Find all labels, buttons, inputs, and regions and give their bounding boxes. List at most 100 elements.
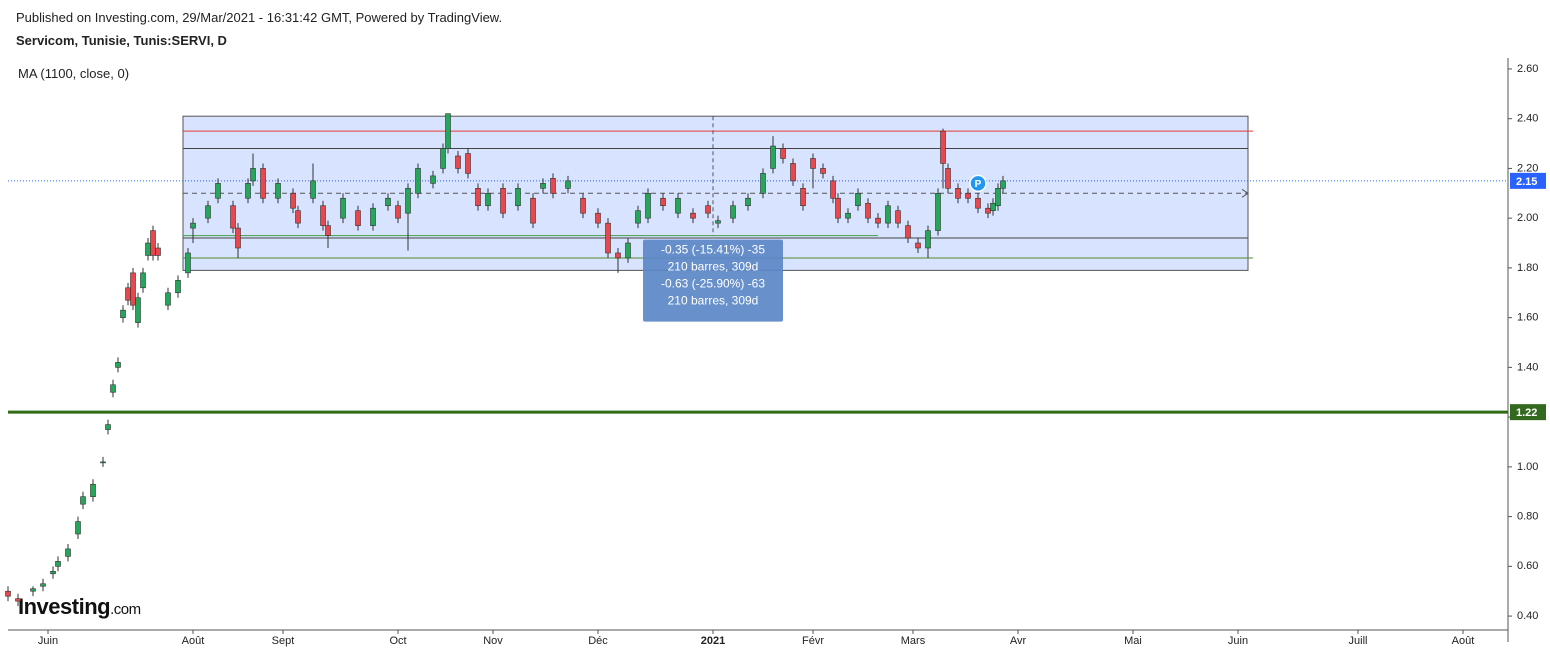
candle-body xyxy=(90,483,96,497)
y-tick-label: 1.60 xyxy=(1517,312,1538,324)
candle-body xyxy=(40,583,46,587)
candle-body xyxy=(430,175,436,184)
candle-body xyxy=(985,207,991,214)
candle-body xyxy=(615,252,621,259)
indicator: MA (1100, close, 0) xyxy=(18,66,130,81)
x-tick-label: Août xyxy=(182,635,205,647)
candle-body xyxy=(125,287,131,301)
candle-body xyxy=(310,180,316,199)
candle-body xyxy=(565,180,571,189)
price-label-bg xyxy=(1510,404,1546,421)
candle-body xyxy=(865,202,871,219)
candle-body xyxy=(550,178,556,194)
candle-body xyxy=(75,521,81,535)
candle-body xyxy=(135,297,141,323)
x-tick-label: Nov xyxy=(483,635,503,647)
candle-body xyxy=(65,548,71,557)
candle-body xyxy=(130,272,136,306)
candle-body xyxy=(250,168,256,182)
candle-body xyxy=(780,148,786,159)
candle-body xyxy=(635,210,641,224)
candle-body xyxy=(790,163,796,182)
candle-body xyxy=(715,220,721,224)
candle-body xyxy=(55,561,61,567)
candle-body xyxy=(955,188,961,199)
candle-body xyxy=(415,168,421,194)
candle-body xyxy=(530,197,536,224)
logo: Investing.com xyxy=(18,594,141,620)
price-label: 1.22 xyxy=(1516,407,1537,419)
candle-body xyxy=(230,205,236,229)
candle-body xyxy=(885,205,891,224)
candle-body xyxy=(745,197,751,207)
candle-body xyxy=(275,183,281,199)
x-tick-label: Mars xyxy=(901,635,926,647)
candle-body xyxy=(690,212,696,219)
candle-body xyxy=(260,168,266,199)
candle-body xyxy=(215,183,221,199)
y-tick-label: 1.20 xyxy=(1517,411,1538,423)
candle-body xyxy=(325,225,331,236)
candle-body xyxy=(945,168,951,189)
marker xyxy=(969,174,987,193)
candle-body xyxy=(110,384,116,393)
x-tick-label: Févr xyxy=(802,635,824,647)
candle-body xyxy=(100,461,106,464)
candle-body xyxy=(895,210,901,224)
candle-body xyxy=(675,197,681,214)
candle-body xyxy=(165,292,171,306)
candle-body xyxy=(150,230,156,256)
candle-body xyxy=(940,130,946,164)
y-tick-label: 2.00 xyxy=(1517,212,1538,224)
measure-box xyxy=(643,239,783,322)
candle-body xyxy=(205,205,211,219)
candle-body xyxy=(935,192,941,231)
range-box xyxy=(182,115,1249,271)
measure-text: 210 barres, 309d xyxy=(668,294,759,308)
candle-body xyxy=(370,207,376,226)
candle-body xyxy=(990,202,996,211)
candle-body xyxy=(395,205,401,219)
x-tick-label: Juin xyxy=(1228,635,1248,647)
candle-body xyxy=(290,192,296,209)
candle-body xyxy=(810,158,816,169)
candle-body xyxy=(465,153,471,174)
candle-body xyxy=(175,280,181,294)
x-tick-label: Juill xyxy=(1349,635,1368,647)
candle-body xyxy=(605,222,611,254)
candle-body xyxy=(995,188,1001,207)
y-tick-label: 1.40 xyxy=(1517,361,1538,373)
candle-body xyxy=(820,168,826,174)
candle-body xyxy=(145,242,151,256)
x-tick-label: Avr xyxy=(1010,635,1027,647)
candle-body xyxy=(580,197,586,214)
y-tick-label: 1.80 xyxy=(1517,262,1538,274)
candle-body xyxy=(500,188,506,214)
candle-body xyxy=(120,309,126,318)
price-label-bg xyxy=(1510,172,1546,189)
candle-body xyxy=(855,192,861,207)
candle-body xyxy=(190,222,196,229)
candle-body xyxy=(385,197,391,207)
candle-body xyxy=(445,113,451,149)
candle-body xyxy=(835,197,841,219)
candle-body xyxy=(800,188,806,207)
candle-body xyxy=(925,230,931,249)
candle-body xyxy=(295,210,301,224)
y-tick-label: 2.60 xyxy=(1517,63,1538,75)
x-tick-label: Sept xyxy=(272,635,295,647)
y-tick-label: 1.00 xyxy=(1517,461,1538,473)
candle-body xyxy=(235,227,241,249)
published: Published on Investing.com, 29/Mar/2021 … xyxy=(16,10,503,25)
candle-body xyxy=(485,192,491,207)
candle-body xyxy=(340,197,346,219)
candle-body xyxy=(595,212,601,224)
measure-text: 210 barres, 309d xyxy=(668,260,759,274)
candle-body xyxy=(440,148,446,169)
candle-body xyxy=(80,496,86,505)
candle-body xyxy=(915,242,921,249)
y-tick-label: 0.40 xyxy=(1517,610,1538,622)
candle-body xyxy=(645,192,651,219)
